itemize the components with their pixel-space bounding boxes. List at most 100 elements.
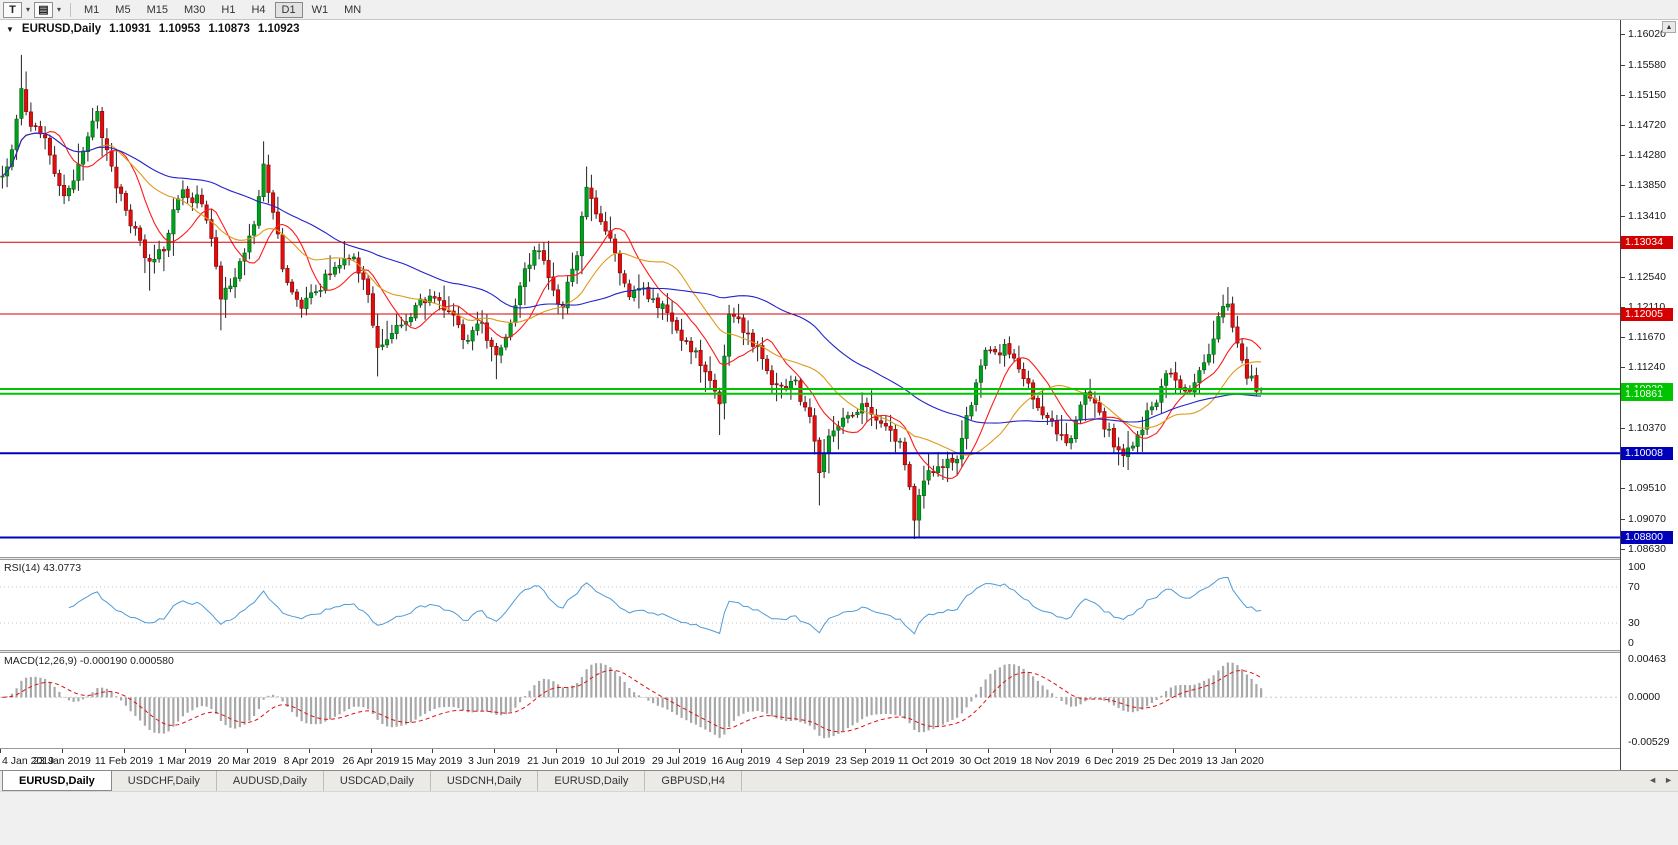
axis-tick-mark (1621, 185, 1625, 186)
chart-tabs: EURUSD,Daily USDCHF,Daily AUDUSD,Daily USDC… (0, 771, 1678, 791)
chart-tab-usdcnh-daily[interactable]: USDCNH,Daily (431, 771, 539, 791)
chart-tab-audusd-daily[interactable]: AUDUSD,Daily (217, 771, 324, 791)
date-tick-mark (371, 749, 372, 753)
status-strip (0, 791, 1678, 845)
price-chart-panel[interactable]: ▼ EURUSD,Daily 1.10931 1.10953 1.10873 1… (0, 20, 1620, 557)
date-tick-mark (432, 749, 433, 753)
date-tick-mark (185, 749, 186, 753)
text-tool-dropdown[interactable]: ▾ (22, 2, 34, 18)
date-tick-mark (556, 749, 557, 753)
chart-tab-eurusd-daily[interactable]: EURUSD,Daily (2, 771, 112, 791)
date-tick-mark (62, 749, 63, 753)
price-axis[interactable]: 1.16020 1.15580 1.15150 1.14720 1.14280 1.138… (1620, 20, 1678, 770)
price-tick-label: 1.14280 (1628, 149, 1666, 161)
tab-scroll-right-button[interactable]: ► (1664, 775, 1673, 785)
macd-label: MACD(12,26,9) -0.000190 0.000580 (4, 655, 174, 667)
macd-tick-label: 0.0000 (1628, 691, 1661, 703)
ma-10-line (2, 131, 1262, 479)
timeframe-button-m1[interactable]: M1 (77, 2, 106, 18)
rsi-chart (0, 576, 1620, 635)
axis-separator-line (0, 748, 1678, 749)
date-tick-mark (247, 749, 248, 753)
date-tick-mark (988, 749, 989, 753)
tab-scroll-left-button[interactable]: ◄ (1648, 775, 1658, 785)
timeframe-group: M1 M5 M15 M30 H1 H4 D1 W1 MN (76, 1, 369, 18)
rsi-line (68, 576, 1262, 635)
date-tick-mark (741, 749, 742, 753)
rsi-panel[interactable]: RSI(14) 43.0773 (0, 560, 1620, 650)
chart-tab-usdchf-daily[interactable]: USDCHF,Daily (112, 771, 217, 791)
price-badge: 1.10861 (1621, 388, 1673, 401)
objects-tool-button[interactable]: ▤ (34, 1, 53, 18)
price-badge: 1.12005 (1621, 308, 1673, 321)
chart-tab-gbpusd-h4[interactable]: GBPUSD,H4 (645, 771, 742, 791)
ma-21-line (2, 132, 1262, 456)
scroll-up-button[interactable]: ▲ (1662, 21, 1676, 33)
date-tick-mark (309, 749, 310, 753)
axis-tick-mark (1621, 549, 1625, 550)
chart-tab-eurusd-daily[interactable]: EURUSD,Daily (538, 771, 646, 791)
timeframe-button-mn[interactable]: MN (337, 2, 368, 18)
candlestick-chart[interactable] (0, 20, 1620, 557)
date-tick-mark (494, 749, 495, 753)
open-value: 1.10931 (109, 23, 151, 35)
high-value: 1.10953 (158, 23, 201, 35)
timeframe-button-w1[interactable]: W1 (305, 2, 336, 18)
price-tick-label: 1.14720 (1628, 119, 1666, 131)
date-label: 29 Jul 2019 (651, 755, 707, 767)
timeframe-button-m15[interactable]: M15 (140, 2, 175, 18)
dropdown-caret-icon: ▾ (56, 5, 61, 14)
candles-group (0, 54, 1264, 539)
price-tick-label: 1.13850 (1628, 179, 1666, 191)
timeframe-button-m30[interactable]: M30 (177, 2, 212, 18)
macd-tick-label: 0.00463 (1628, 653, 1666, 665)
macd-chart (0, 662, 1620, 739)
symbol-period-label: EURUSD,Daily (21, 23, 102, 35)
price-tick-label: 1.10370 (1628, 422, 1666, 434)
timeframe-button-m5[interactable]: M5 (108, 2, 137, 18)
macd-histogram (1, 662, 1263, 739)
date-tick-mark (1112, 749, 1113, 753)
price-tick-label: 1.09510 (1628, 482, 1666, 494)
date-label: 8 Apr 2019 (283, 755, 335, 767)
chart-window: ▼ EURUSD,Daily 1.10931 1.10953 1.10873 1… (0, 20, 1678, 770)
axis-tick-mark (1621, 337, 1625, 338)
price-direction-icon: ▼ (6, 24, 14, 34)
chart-tab-usdcad-daily[interactable]: USDCAD,Daily (324, 771, 431, 791)
date-tick-mark (1050, 749, 1051, 753)
macd-panel[interactable]: MACD(12,26,9) -0.000190 0.000580 (0, 653, 1620, 748)
axis-tick-mark (1621, 95, 1625, 96)
date-label: 26 Apr 2019 (342, 755, 400, 767)
price-badge: 1.10008 (1621, 447, 1673, 460)
date-label: 20 Mar 2019 (217, 755, 277, 767)
text-tool-button[interactable]: T (3, 1, 22, 18)
price-tick-label: 1.09070 (1628, 513, 1666, 525)
date-label: 10 Jul 2019 (590, 755, 646, 767)
timeframe-button-h1[interactable]: H1 (214, 2, 242, 18)
time-axis[interactable]: 4 Jan 2019 23 Jan 2019 11 Feb 2019 1 Mar 20… (0, 749, 1620, 770)
timeframe-button-d1[interactable]: D1 (274, 1, 303, 18)
objects-tool-dropdown[interactable]: ▾ (53, 2, 65, 18)
low-value: 1.10873 (208, 23, 250, 35)
axis-tick-mark (1621, 428, 1625, 429)
date-label: 11 Oct 2019 (897, 755, 955, 767)
dropdown-caret-icon: ▾ (25, 5, 30, 14)
date-label: 23 Sep 2019 (835, 755, 895, 767)
date-tick-mark (0, 749, 1, 753)
date-label: 13 Jan 2020 (1206, 755, 1264, 767)
price-tick-label: 1.13410 (1628, 210, 1666, 222)
date-label: 25 Dec 2019 (1143, 755, 1203, 767)
panel-divider[interactable] (0, 650, 1678, 653)
date-tick-mark (679, 749, 680, 753)
rsi-tick-label: 70 (1628, 581, 1640, 593)
date-tick-mark (1173, 749, 1174, 753)
rsi-tick-label: 100 (1628, 561, 1646, 573)
axis-tick-mark (1621, 367, 1625, 368)
top-toolbar: T ▾ ▤ ▾ M1 M5 M15 M30 H1 H4 D1 W1 MN (0, 0, 1678, 20)
panel-divider[interactable] (0, 557, 1678, 560)
axis-tick-mark (1621, 307, 1625, 308)
date-tick-mark (1235, 749, 1236, 753)
macd-signal-line (2, 669, 1262, 733)
timeframe-button-h4[interactable]: H4 (244, 2, 272, 18)
date-tick-mark (926, 749, 927, 753)
